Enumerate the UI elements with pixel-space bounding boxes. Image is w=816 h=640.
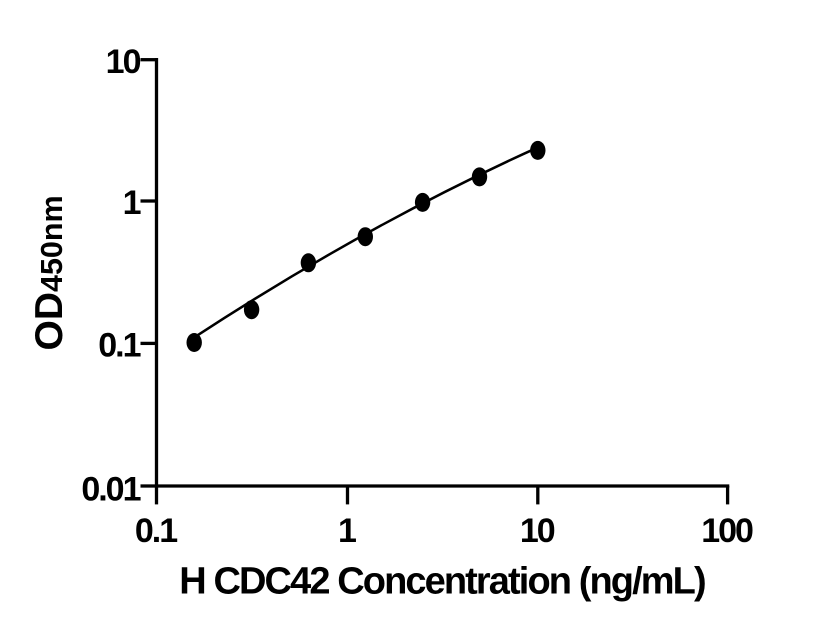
svg-text:0.1: 0.1 [98,327,140,365]
svg-text:10: 10 [106,43,141,81]
svg-text:100: 100 [701,512,753,550]
svg-text:0.1: 0.1 [135,512,177,550]
svg-text:1: 1 [338,512,356,550]
svg-text:1: 1 [123,184,141,222]
svg-text:10: 10 [520,512,555,550]
svg-text:0.01: 0.01 [81,471,140,509]
svg-text:OD450nm: OD450nm [28,195,71,350]
svg-text:H CDC42 Concentration (ng/mL): H CDC42 Concentration (ng/mL) [179,561,705,603]
